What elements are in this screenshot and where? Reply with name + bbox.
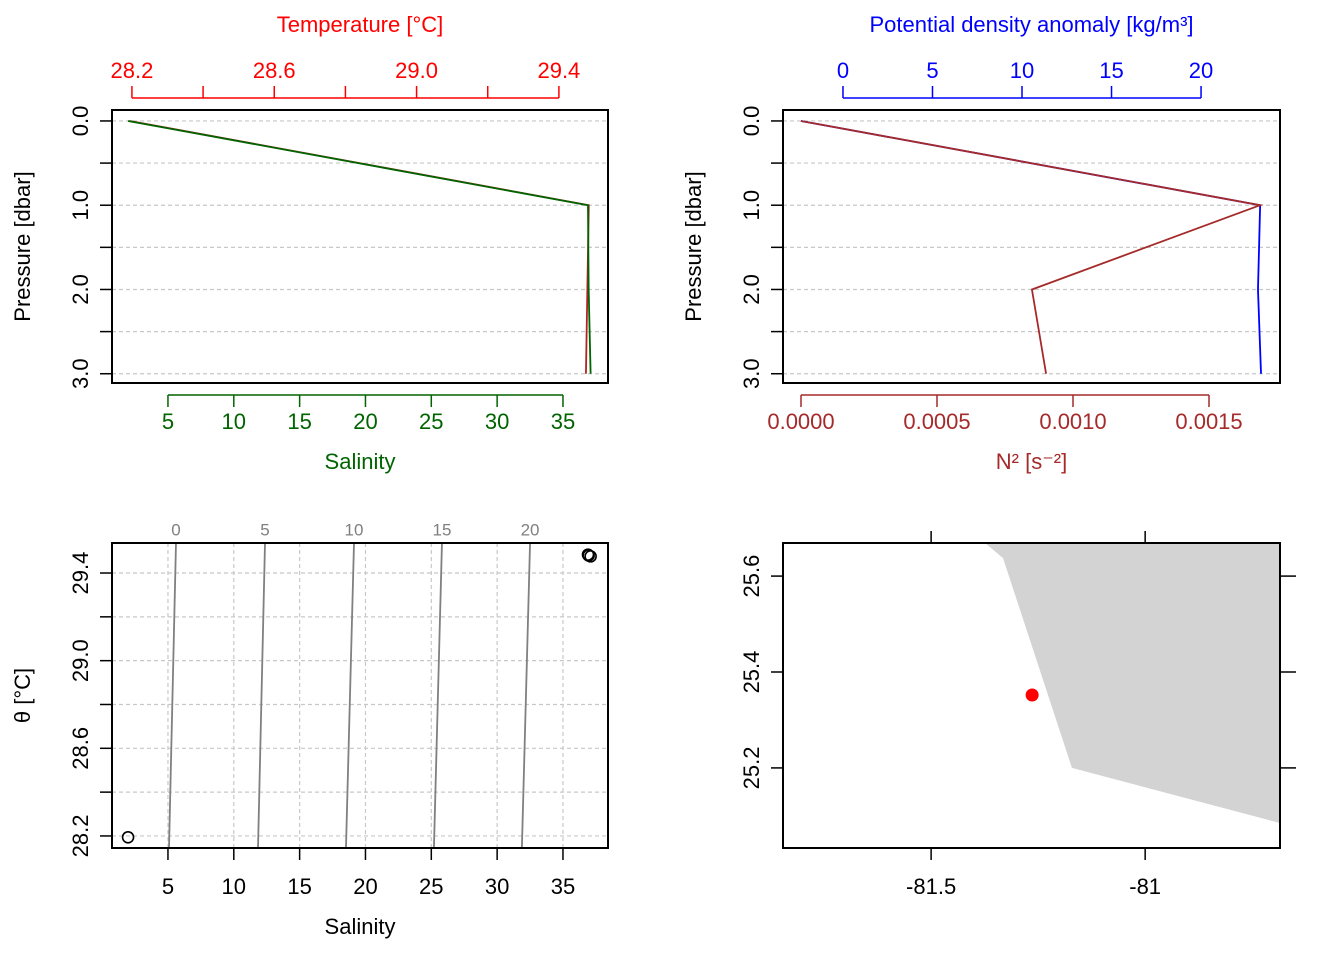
y-tick-label: 2.0	[68, 274, 93, 305]
isopycnal	[520, 542, 531, 849]
x-tick-label: 0.0005	[903, 409, 970, 434]
x2-axis-title: Temperature [°C]	[277, 12, 444, 37]
x-tick-label: 10	[222, 874, 246, 899]
isopycnal	[257, 542, 266, 849]
y-tick-label: 25.2	[739, 746, 764, 789]
x2-tick-label: 28.2	[111, 58, 154, 83]
x2-axis-title: Potential density anomaly [kg/m³]	[869, 12, 1193, 37]
y-tick-label: 0.0	[739, 106, 764, 137]
x-tick-label: 35	[551, 409, 575, 434]
x-tick-label: 0.0000	[767, 409, 834, 434]
y-tick-label: 25.4	[739, 651, 764, 694]
plot-box	[111, 109, 609, 384]
y-tick-label: 1.0	[739, 190, 764, 221]
x-tick-label: 25	[419, 874, 443, 899]
plot-box	[782, 542, 1281, 849]
x-axis-title: Salinity	[325, 914, 396, 939]
plot-box	[782, 109, 1281, 384]
y-tick-label: 29.0	[68, 639, 93, 682]
x-tick-label: 25	[419, 409, 443, 434]
isopycnal	[345, 542, 355, 849]
x-tick-label: -81.5	[906, 874, 956, 899]
y-axis-title: Pressure [dbar]	[681, 171, 706, 321]
ts-point	[121, 830, 135, 844]
x2-tick-label: 29.0	[395, 58, 438, 83]
x2-tick-label: 15	[1099, 58, 1123, 83]
x2-tick-label: 28.6	[253, 58, 296, 83]
x-tick-label: -81	[1129, 874, 1161, 899]
y-axis-title: θ [°C]	[10, 668, 35, 723]
isopycnal-label: 0	[171, 520, 180, 539]
x2-tick-label: 20	[1189, 58, 1213, 83]
y-tick-label: 3.0	[68, 358, 93, 389]
x-axis-title: N² [s⁻²]	[996, 449, 1068, 474]
ts-point	[584, 550, 597, 563]
isopycnal-label: 10	[345, 520, 364, 539]
y-tick-label: 2.0	[739, 274, 764, 305]
isopycnal-label: 20	[521, 520, 540, 539]
x-tick-label: 35	[551, 874, 575, 899]
x-tick-label: 10	[222, 409, 246, 434]
land	[985, 543, 1280, 824]
x-tick-label: 5	[162, 409, 174, 434]
x-axis-title: Salinity	[325, 449, 396, 474]
x-tick-label: 15	[287, 874, 311, 899]
x-tick-label: 20	[353, 874, 377, 899]
y-axis-title: Pressure [dbar]	[10, 171, 35, 321]
isopycnal	[433, 542, 443, 849]
y-tick-label: 28.6	[68, 727, 93, 770]
y-tick-label: 0.0	[68, 106, 93, 137]
plot-box	[111, 542, 609, 849]
x-tick-label: 0.0010	[1039, 409, 1106, 434]
y-tick-label: 25.6	[739, 555, 764, 598]
x2-tick-label: 5	[926, 58, 938, 83]
isopycnal-label: 15	[433, 520, 452, 539]
x-tick-label: 30	[485, 409, 509, 434]
y-tick-label: 28.2	[68, 815, 93, 858]
x2-tick-label: 29.4	[537, 58, 580, 83]
y-tick-label: 1.0	[68, 190, 93, 221]
profile-line	[127, 120, 592, 374]
isopycnal-label: 5	[260, 520, 269, 539]
x-tick-label: 15	[287, 409, 311, 434]
profile-line	[800, 120, 1264, 374]
x-tick-label: 30	[485, 874, 509, 899]
station	[1025, 688, 1039, 702]
x2-tick-label: 10	[1010, 58, 1034, 83]
isopycnal	[168, 542, 177, 849]
y-tick-label: 3.0	[739, 358, 764, 389]
x-tick-label: 5	[162, 874, 174, 899]
x2-tick-label: 0	[837, 58, 849, 83]
y-tick-label: 29.4	[68, 552, 93, 595]
x-tick-label: 20	[353, 409, 377, 434]
x-tick-label: 0.0015	[1175, 409, 1242, 434]
